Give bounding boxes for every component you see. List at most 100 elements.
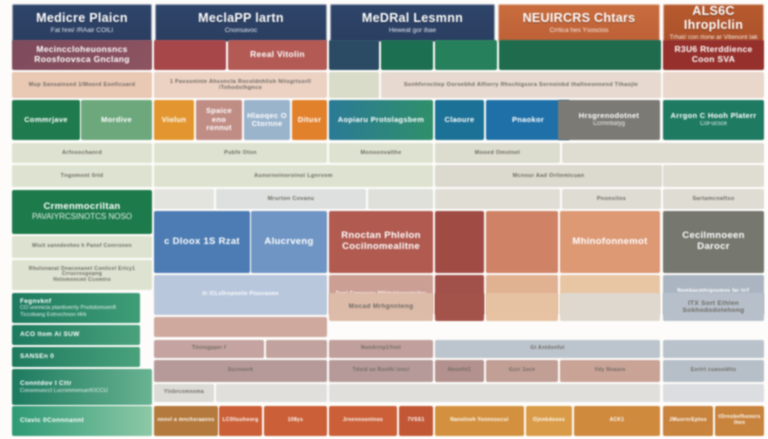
header-block-2[interactable]: MeclaPP lartn Cnonsavoc	[155, 4, 327, 42]
tier-g-block-3[interactable]: SANSEn 0	[12, 347, 140, 367]
tier-c3-block-2[interactable]: Aunornoinoroinoi Lgnrvom	[154, 165, 433, 187]
tier-e-block-6[interactable]: Mhinofonnemot	[560, 211, 660, 273]
tier-g-block-4[interactable]: Conntdov I Cttr Consnnuocct Lucrsmmenue/…	[12, 369, 152, 405]
tier-d-block-1[interactable]: Commrjave	[12, 100, 80, 140]
tier-d-block-8[interactable]: Claoure	[435, 100, 484, 140]
tier-f2-block-2[interactable]: ilr ICLsDrepnoitn Pluocanme	[154, 275, 327, 315]
tier-g-block-5[interactable]: Mocad Mrhgnnteng	[329, 293, 433, 321]
tier-c2-block-5[interactable]	[562, 143, 764, 163]
tier-e-block-5[interactable]: Rnoctan Phlelon Cocilnomealitne	[329, 211, 433, 273]
tier-b-block-8[interactable]: R3U6 Rterddience Coon SVA	[663, 40, 764, 70]
tier-d-block-4[interactable]: Spaice eno ronnut	[196, 100, 242, 140]
tier-g-block-8[interactable]	[486, 293, 558, 321]
tier-h-block-6[interactable]: Eortrt cuaouldtts	[663, 360, 764, 382]
tier-e-block-prosthesis[interactable]: Pnonsitos	[562, 189, 661, 209]
tier-d-block-5[interactable]: Hlaoqec O Ctornne	[244, 100, 290, 140]
header-block-4[interactable]: NEUIRCRS Chtars Crrtica hes Ysoscios	[498, 4, 660, 42]
footer-block-3[interactable]: LC0ltushoorg	[219, 406, 262, 436]
header-block-4-subtitle: Crrtica hes Ysoscios	[549, 27, 609, 35]
tier-g-block-13[interactable]: Gt Antdonfut	[435, 340, 660, 358]
tier-h-block-3[interactable]: Nnunfrt1	[435, 360, 484, 382]
tier-c2-block-4[interactable]: Mooed Omotnel	[435, 143, 560, 163]
tier-c2-block-2[interactable]: Pubfe Oton	[154, 143, 327, 163]
tier-h-block-5-label: Vdy Nnauro	[594, 367, 626, 374]
tier-d-block-9[interactable]: Pnaokor	[486, 100, 570, 140]
tier-c-block-4[interactable]: Sonhfvroctiep Ooroebhd Alfiorry Rhschigs…	[381, 72, 661, 98]
tier-d-block-1-label: Commrjave	[24, 114, 68, 124]
footer-block-8[interactable]: Ojnnkdooos	[526, 406, 572, 436]
tier-h-block-1[interactable]: Sucnuork	[154, 360, 327, 382]
tier-h-block-5[interactable]: Vdy Nnauro	[560, 360, 660, 382]
tier-e-block-5c[interactable]	[486, 211, 558, 273]
tier-b-block-3[interactable]: Reeal Vitolin	[228, 40, 327, 70]
tier-d-block-10[interactable]: Hrsgrenodotnet Ccrmntiatyg	[558, 100, 660, 140]
tier-b-block-2[interactable]	[154, 40, 226, 70]
tier-d-block-7[interactable]: Aopiaru Protolagsbem	[329, 100, 433, 140]
footer-block-10[interactable]: JMuornrEptoo	[663, 406, 713, 436]
tier-c2-block-3[interactable]: Monoonvalthe	[329, 143, 433, 163]
tier-g-block-14[interactable]	[663, 340, 764, 358]
tier-c-block-2[interactable]: 1 Pavsoninte Ahsoncla Rocoldnhlish Nitsg…	[154, 72, 327, 98]
footer-block-2[interactable]: nnnvl a mnchsraanns	[154, 406, 218, 436]
footer-block-9[interactable]: ACK1	[574, 406, 660, 436]
header-block-2-subtitle: Cnonsavoc	[224, 27, 258, 35]
tier-g-block-2[interactable]: ACO ltom Ai SUW	[12, 325, 140, 345]
tier-e-block-1[interactable]: Crmenmocriltan PAVAIYRCSINOTCS NOSO	[12, 190, 152, 234]
tier-f2-block-1-sub: Hnlomnncml Ccomtro	[53, 276, 111, 283]
tier-e-block-3[interactable]: c Dloox 1S Rzat	[154, 211, 250, 273]
tier-d-block-3[interactable]: Violun	[154, 100, 194, 140]
tier-g-block-10[interactable]: Tinnngpper f	[154, 340, 264, 358]
tier-d-block-2[interactable]: Mordive	[81, 100, 152, 140]
footer-block-9-label: ACK1	[609, 417, 625, 424]
header-block-5[interactable]: ALS6C Ihroplclin Trhat/ con rlorw ar Vit…	[663, 4, 764, 42]
tier-c3-block-4[interactable]	[663, 165, 764, 187]
tier-b-block-1-title: Mecinccloheuonsncs	[36, 44, 128, 55]
tier-h-block-2[interactable]: Tdoid us Roolhi ionzi	[329, 360, 433, 382]
tier-b-block-6[interactable]	[435, 40, 497, 70]
tier-c3-block-3[interactable]: Mcnour Aad Oritemicuan	[435, 165, 662, 187]
tier-h-block-10[interactable]	[663, 384, 764, 402]
tier-c-block-3[interactable]	[329, 72, 379, 98]
tier-g-block-6[interactable]: ITX Sort Ethlen Sokhododotehong	[663, 293, 764, 321]
tier-f-block-1[interactable]: Mtuit sanndenheo h Panof Conrronen	[12, 236, 152, 258]
footer-block-5[interactable]: Jrnennoontnos	[329, 406, 397, 436]
footer-block-11[interactable]: tOrnsbofhonors ihen	[715, 406, 764, 436]
tier-c3-block-1-label: Tngomont 0rtd	[60, 172, 104, 179]
tier-c-block-5[interactable]	[663, 72, 764, 98]
tier-e-block-5b[interactable]	[435, 211, 484, 273]
tier-c-block-4-label: Sonhfvroctiep Ooroebhd Alfiorry Rhschigs…	[403, 81, 639, 88]
tier-e-block-7[interactable]: Cecilmnoeen Darocr	[663, 211, 764, 273]
footer-block-1[interactable]: Clavic 0Connnannt	[12, 406, 152, 436]
tier-c3-block-1[interactable]: Tngomont 0rtd	[12, 165, 152, 187]
tier-e-block-3-label: c Dloox 1S Rzat	[164, 235, 240, 247]
tier-h-block-9[interactable]	[329, 384, 660, 402]
footer-block-7[interactable]: Nanolnoh Yonnnoscui	[435, 406, 524, 436]
tier-c2-block-1[interactable]: Arfnoochanrd	[12, 143, 152, 163]
tier-e-block-4[interactable]: Alucrveng	[251, 211, 327, 273]
tier-h-block-7[interactable]: Ytnbrcomnoma	[154, 384, 214, 402]
tier-g-block-7[interactable]	[435, 293, 484, 321]
tier-b-block-5[interactable]	[381, 40, 433, 70]
tier-e-block-5-title: Rnoctan Phlelon	[341, 230, 421, 242]
header-block-1[interactable]: Medicre Plaicn Fat hrei/ /RAair COILI	[12, 4, 152, 42]
tier-d-block-11[interactable]: Arrgon C Hooh Platerr CoFucsce	[663, 100, 764, 140]
tier-b-block-1[interactable]: Mecinccloheuonsncs Roosfoovsca Gnclang	[12, 40, 152, 70]
footer-block-4[interactable]: 108ys	[264, 406, 327, 436]
tier-f2-block-1[interactable]: Rhulonanat Dnaconanet Conticel Ertcy1 Cr…	[12, 260, 152, 290]
tier-d-block-6[interactable]: Ditusr	[292, 100, 327, 140]
tier-e-block-2[interactable]: Mrurton Covanu	[216, 189, 366, 209]
tier-g-block-9[interactable]	[560, 293, 660, 321]
tier-h-block-4[interactable]: Gzzr 1ocn	[486, 360, 558, 382]
footer-block-6-label: 7VSS1	[407, 417, 425, 424]
tier-g-block-12[interactable]: Nondrrnp1Yonl	[329, 340, 433, 358]
tier-b-block-4[interactable]	[329, 40, 379, 70]
tier-g-block-10-label: Tinnngpper f	[191, 345, 227, 352]
tier-h-block-8[interactable]	[216, 384, 327, 402]
header-block-3[interactable]: MeDRal Lesmnn Heweat gor ibae	[330, 4, 495, 42]
tier-g-block-1[interactable]: Fegnvknf CO unnnicia ptantiverrty Pnotol…	[12, 293, 140, 323]
tier-c-block-1[interactable]: Mup Sansainsed 1/Moord Eonficuard	[12, 72, 152, 98]
tier-b-block-7[interactable]	[499, 40, 661, 70]
tier-g-block-11[interactable]	[266, 340, 327, 358]
tier-e-block-sarcoma[interactable]: Sartamcnaftso	[663, 189, 764, 209]
footer-block-6[interactable]: 7VSS1	[399, 406, 433, 436]
